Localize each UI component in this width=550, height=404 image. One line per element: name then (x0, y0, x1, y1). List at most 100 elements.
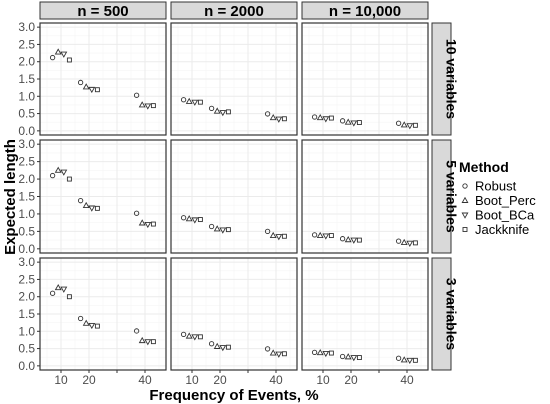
column-strip: n = 10,000 (301, 1, 429, 20)
panel-border (301, 22, 429, 136)
data-point-jackknife (281, 116, 287, 122)
data-point-robust (395, 355, 402, 361)
panel-border (170, 22, 298, 136)
row-strip: 3 variables (431, 257, 460, 371)
data-point-boot-perc (269, 113, 277, 121)
data-point-robust (208, 341, 215, 347)
legend-key-jackknife (462, 227, 468, 232)
legend-title: Method (459, 159, 509, 175)
data-point-boot-perc (185, 215, 193, 222)
data-point-boot-bca (60, 286, 68, 293)
y-tick-label: 3.0 (18, 20, 35, 34)
data-point-robust (395, 120, 402, 126)
data-point-boot-bca (322, 350, 330, 358)
y-tick-label: 0.0 (18, 242, 35, 256)
data-point-boot-bca (88, 205, 96, 212)
data-point-jackknife (356, 355, 362, 361)
panel-border (301, 139, 429, 254)
legend-label: Boot_BCa (475, 208, 535, 223)
data-point-boot-perc (344, 118, 352, 125)
data-point-robust (133, 328, 140, 334)
y-tick-label: 3.0 (18, 255, 35, 269)
legend-key-boot-perc (461, 196, 469, 203)
y-tick-label: 1.5 (18, 72, 35, 86)
data-point-boot-bca (275, 234, 283, 241)
data-point-boot-perc (316, 231, 324, 239)
x-tick-label: 10 (54, 373, 68, 387)
data-point-robust (49, 290, 56, 296)
data-point-boot-bca (350, 237, 358, 244)
legend-label: Boot_Perc (475, 193, 536, 208)
data-point-boot-bca (322, 233, 330, 240)
data-point-robust (133, 210, 140, 216)
y-tick-label: 3.0 (18, 137, 35, 151)
legend-key-boot-bca (461, 212, 469, 219)
data-point-robust (77, 79, 84, 86)
data-point-jackknife (66, 57, 72, 63)
data-point-robust (208, 223, 215, 230)
data-point-robust (77, 315, 84, 322)
data-point-boot-perc (54, 166, 62, 173)
data-point-jackknife (356, 120, 362, 126)
data-point-boot-bca (322, 116, 330, 123)
data-point-boot-perc (138, 336, 146, 344)
row-strip-label: 3 variables (444, 278, 460, 351)
data-point-jackknife (412, 240, 418, 246)
data-point-boot-perc (269, 231, 277, 239)
y-tick-label: 2.5 (18, 155, 35, 169)
data-point-boot-bca (406, 123, 414, 130)
data-point-jackknife (281, 351, 287, 357)
legend-label: Robust (475, 179, 517, 194)
data-point-jackknife (150, 339, 156, 345)
facet-panel (301, 257, 429, 371)
data-point-boot-bca (191, 334, 199, 341)
data-point-robust (264, 346, 271, 352)
data-point-boot-perc (54, 284, 62, 291)
panel-border (170, 139, 298, 254)
facet-panel (170, 22, 298, 136)
y-tick-label: 2.5 (18, 272, 35, 286)
data-point-boot-perc (400, 356, 408, 363)
data-point-jackknife (412, 122, 418, 128)
data-point-robust (49, 54, 56, 61)
y-tick-label: 0.5 (18, 224, 35, 238)
data-point-boot-bca (350, 355, 358, 362)
data-point-jackknife (66, 294, 72, 300)
y-tick-label: 0.0 (18, 124, 35, 138)
y-tick-label: 1.0 (18, 89, 35, 103)
y-tick-label: 2.0 (18, 55, 35, 69)
facet-panel (170, 257, 298, 371)
data-point-jackknife (197, 99, 203, 105)
y-tick-label: 0.5 (18, 342, 35, 356)
facet-panel (301, 22, 429, 136)
data-point-boot-perc (400, 238, 408, 245)
column-strip-label: n = 2000 (204, 3, 264, 20)
data-point-jackknife (412, 357, 418, 363)
data-point-boot-bca (219, 227, 227, 234)
data-point-robust (395, 238, 402, 244)
column-strip-label: n = 500 (77, 3, 128, 20)
legend-label: Jackknife (475, 222, 529, 237)
data-point-robust (339, 118, 346, 124)
data-point-jackknife (94, 205, 100, 211)
column-strip-label: n = 10,000 (329, 3, 401, 20)
data-point-boot-bca (406, 357, 414, 365)
y-tick-label: 2.5 (18, 37, 35, 51)
x-tick-label: 40 (400, 373, 414, 387)
row-strip: 10 variables (431, 22, 460, 136)
y-tick-label: 1.5 (18, 190, 35, 204)
x-tick-label: 20 (213, 373, 227, 387)
data-point-boot-perc (213, 342, 221, 349)
facet-panel (170, 139, 298, 254)
y-tick-label: 1.5 (18, 307, 35, 321)
legend-key-robust (462, 183, 468, 189)
data-point-boot-perc (400, 121, 408, 128)
y-tick-label: 1.0 (18, 324, 35, 338)
data-point-robust (339, 353, 346, 360)
data-point-boot-perc (82, 201, 90, 209)
data-point-boot-perc (138, 219, 146, 226)
data-point-boot-perc (82, 319, 90, 326)
data-point-jackknife (225, 227, 231, 233)
y-tick-label: 2.0 (18, 290, 35, 304)
